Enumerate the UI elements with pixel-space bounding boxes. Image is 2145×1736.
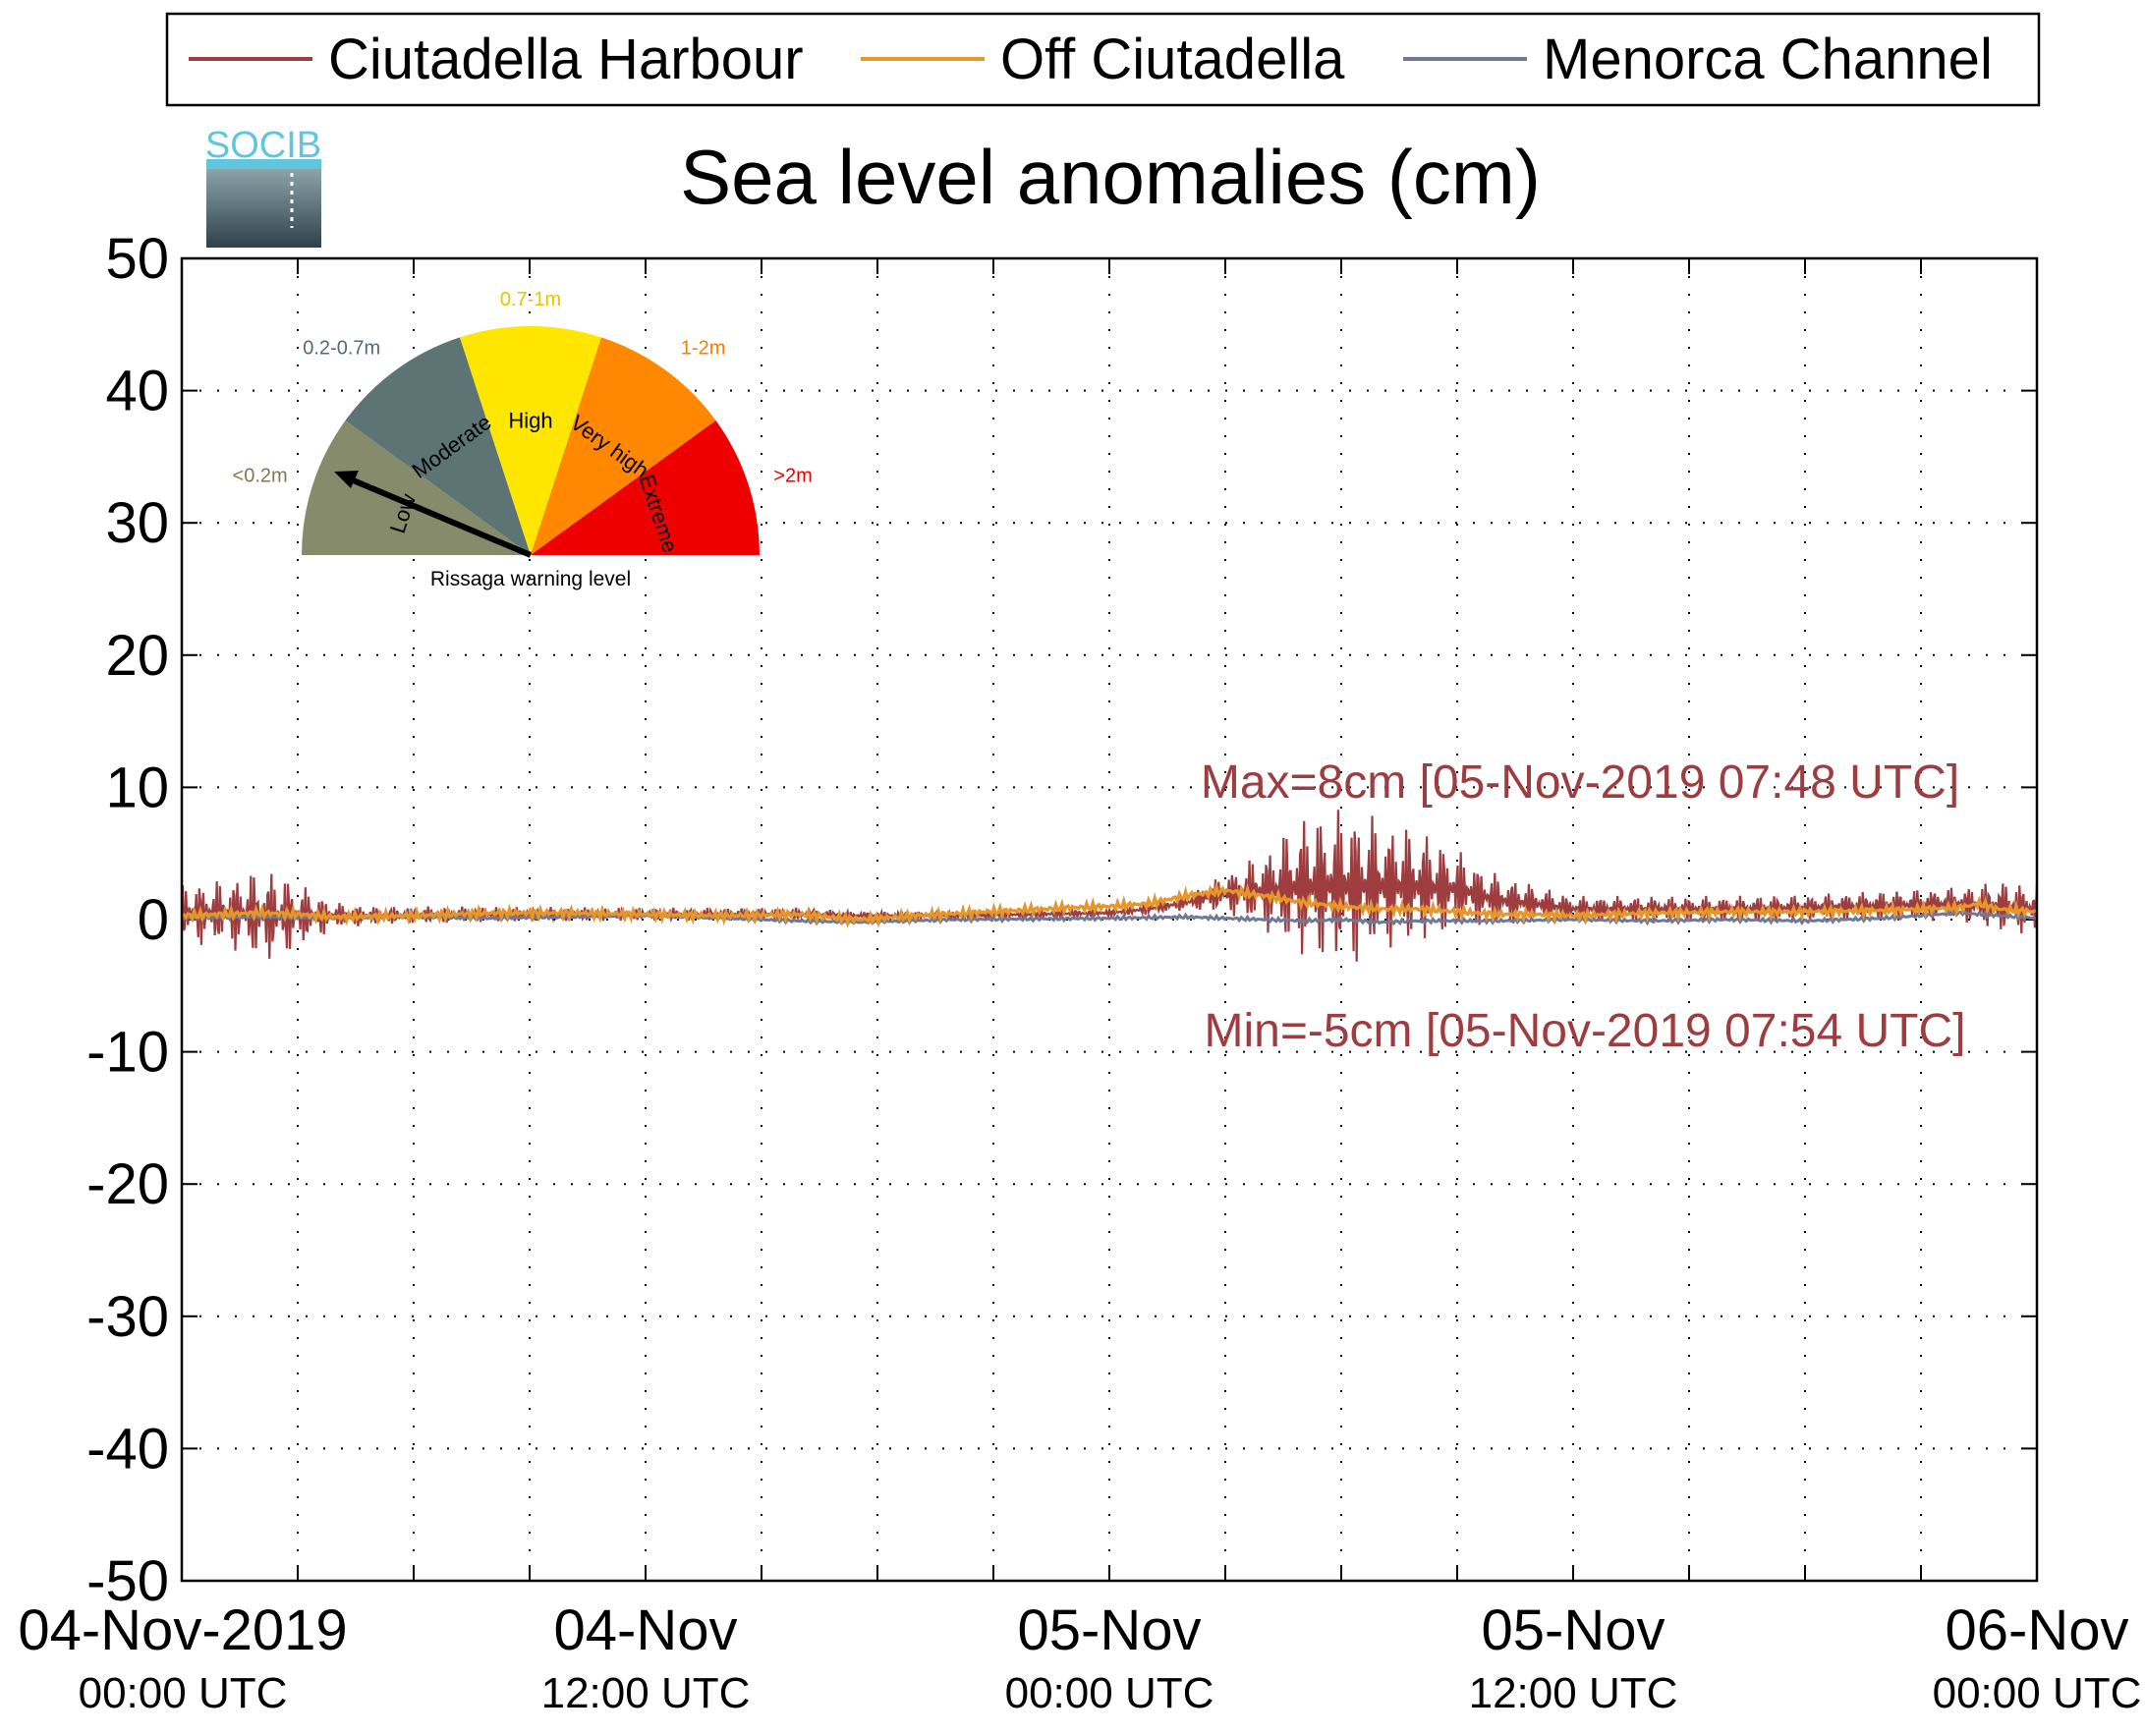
gauge-segment-moderate: [345, 337, 531, 555]
legend-label-menorca-channel: Menorca Channel: [1543, 28, 1993, 91]
y-tick-label: -20: [86, 1152, 169, 1216]
series-layer: [180, 810, 2039, 962]
y-tick-label: 30: [105, 491, 169, 555]
y-tick-label: -40: [86, 1417, 169, 1481]
x-tick-label-time: 00:00 UTC: [1005, 1669, 1214, 1717]
y-tick-label: -50: [86, 1549, 169, 1613]
x-tick-label-date: 05-Nov: [1018, 1598, 1202, 1662]
logo-cyan-band: [206, 159, 321, 169]
x-tick-label-time: 12:00 UTC: [1469, 1669, 1678, 1717]
y-tick-label: 50: [105, 227, 169, 291]
y-tick-label: -10: [86, 1021, 169, 1085]
chart-title: Sea level anomalies (cm): [680, 134, 1541, 220]
series-line-menorca-channel: [181, 908, 2038, 927]
gauge-range-very-high: 1-2m: [681, 338, 726, 360]
legend-box: [165, 12, 2041, 107]
logo-text: SOCIB: [205, 125, 321, 166]
max-annotation: Max=8cm [05-Nov-2019 07:48 UTC]: [1201, 756, 1959, 809]
gauge-range-moderate: 0.2-0.7m: [303, 338, 380, 360]
plot-frame: [180, 256, 2039, 1583]
gauge-segment-low: [302, 420, 531, 555]
min-annotation: Min=-5cm [05-Nov-2019 07:54 UTC]: [1205, 1005, 1966, 1057]
gauge-needle-arrowhead: [334, 471, 359, 488]
x-tick-label-date: 05-Nov: [1482, 1598, 1665, 1662]
gauge-segment-very-high: [531, 337, 716, 555]
x-tick-label-time: 00:00 UTC: [1933, 1669, 2142, 1717]
gauge-range-high: 0.7-1m: [500, 289, 561, 310]
x-tick-labels: 04-Nov-2019 00:00 UTC 04-Nov 12:00 UTC 05-No…: [18, 1598, 2141, 1717]
y-tick-label: -30: [86, 1285, 169, 1349]
x-tick-label-time: 12:00 UTC: [541, 1669, 751, 1717]
socib-logo: SOCIB: [205, 125, 321, 248]
gauge-range-extreme: >2m: [773, 466, 812, 487]
y-tick-label: 0: [138, 888, 169, 952]
gauge-needle: [342, 474, 533, 558]
legend-label-off-ciutadella: Off Ciutadella: [1000, 28, 1345, 91]
legend-label-ciutadella-harbour: Ciutadella Harbour: [328, 28, 804, 91]
y-tick-label: 20: [105, 624, 169, 688]
series-line-off-ciutadella: [181, 880, 2038, 929]
x-tick-label-date: 04-Nov-2019: [18, 1598, 347, 1662]
x-tick-label-date: 04-Nov: [554, 1598, 738, 1662]
gauge-segment-high: [460, 325, 601, 555]
y-tick-label: 10: [105, 756, 169, 819]
gauge-range-low: <0.2m: [233, 466, 288, 487]
x-tick-label-time: 00:00 UTC: [79, 1669, 288, 1717]
legend: Ciutadella Harbour Off Ciutadella Menorc…: [165, 12, 2041, 107]
y-tick-label: 40: [105, 360, 169, 423]
gauge-caption: Rissaga warning level: [430, 568, 631, 590]
logo-sea-block: [206, 167, 321, 248]
gauge-level-high: High: [508, 409, 552, 433]
gauge-segment-extreme: [531, 420, 761, 555]
y-tick-labels: 50 40 30 20 10 0 -10 -20 -30 -40 -50: [86, 227, 169, 1613]
x-tick-label-date: 06-Nov: [1946, 1598, 2129, 1662]
